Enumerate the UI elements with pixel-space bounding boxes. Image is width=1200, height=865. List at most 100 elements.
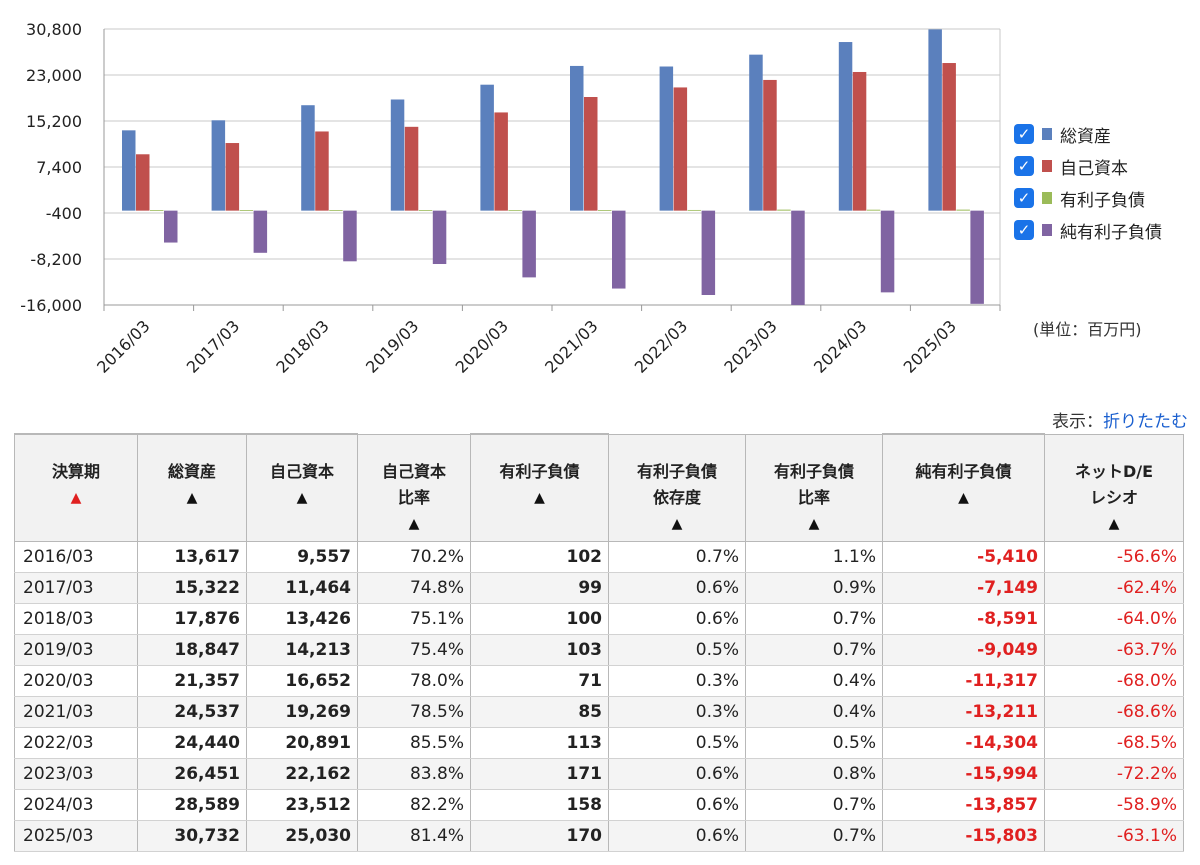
bar-2: [404, 126, 419, 211]
legend-item-total-assets[interactable]: ✓ 総資産: [1014, 118, 1162, 150]
legend-swatch: [1042, 160, 1052, 172]
sort-icon[interactable]: ▲: [408, 515, 420, 532]
collapse-link[interactable]: 折りたたむ: [1103, 412, 1188, 432]
bar-4: [791, 210, 805, 305]
checkbox-icon[interactable]: ✓: [1014, 188, 1034, 208]
cell-debt-ratio: 0.8%: [745, 758, 883, 790]
sort-icon[interactable]: ▲: [671, 515, 683, 532]
cell-period: 2022/03: [14, 727, 138, 759]
bar-1: [838, 42, 853, 211]
y-tick-label: 30,800: [26, 20, 82, 39]
cell-debt: 100: [470, 603, 609, 635]
header-net-de-ratio[interactable]: ネットD/E レシオ ▲: [1044, 433, 1184, 542]
legend-label: 有利子負債: [1060, 190, 1145, 211]
legend-label: 総資産: [1060, 126, 1111, 147]
sort-icon[interactable]: ▲: [186, 490, 198, 506]
cell-equity-ratio: 78.0%: [357, 665, 471, 697]
sort-icon[interactable]: ▲: [808, 515, 820, 532]
cell-total-assets: 24,440: [137, 727, 247, 759]
cell-debt: 171: [470, 758, 609, 790]
cell-equity-ratio: 70.2%: [357, 541, 471, 573]
cell-net-de-ratio: -56.6%: [1044, 541, 1184, 573]
cell-total-assets: 28,589: [137, 789, 247, 821]
checkbox-icon[interactable]: ✓: [1014, 220, 1034, 240]
cell-debt: 170: [470, 820, 609, 852]
header-interest-bearing-debt[interactable]: 有利子負債 ▲: [470, 433, 609, 542]
cell-debt: 102: [470, 541, 609, 573]
y-tick-label: 23,000: [26, 66, 82, 85]
x-tick-label: 2023/03: [720, 316, 780, 376]
cell-debt-dependency: 0.6%: [608, 572, 746, 604]
display-prefix: 表示：: [1052, 412, 1103, 432]
sort-icon[interactable]: ▲: [296, 490, 308, 506]
x-tick-label: 2017/03: [183, 316, 243, 376]
cell-equity-ratio: 78.5%: [357, 696, 471, 728]
sort-asc-icon[interactable]: ▲: [70, 490, 82, 506]
table-row: 2024/03 28,589 23,512 82.2% 158 0.6% 0.7% -13,8…: [14, 789, 1184, 821]
x-tick-label: 2024/03: [810, 316, 870, 376]
cell-period: 2021/03: [14, 696, 138, 728]
header-fiscal-period[interactable]: 決算期 ▲: [14, 433, 138, 542]
cell-equity: 11,464: [246, 572, 358, 604]
cell-debt-dependency: 0.3%: [608, 665, 746, 697]
bar-4: [253, 210, 268, 253]
display-toggle: 表示：折りたたむ: [1052, 407, 1188, 432]
cell-equity-ratio: 82.2%: [357, 789, 471, 821]
cell-net-de-ratio: -63.1%: [1044, 820, 1184, 852]
cell-equity: 16,652: [246, 665, 358, 697]
sort-icon[interactable]: ▲: [534, 490, 545, 506]
bar-4: [701, 210, 716, 295]
checkbox-icon[interactable]: ✓: [1014, 156, 1034, 176]
y-tick-label: -16,000: [20, 296, 82, 315]
cell-debt: 103: [470, 634, 609, 666]
bar-1: [211, 120, 226, 211]
x-tick-label: 2022/03: [631, 316, 691, 376]
cell-debt-dependency: 0.5%: [608, 634, 746, 666]
bar-3: [777, 209, 791, 211]
bar-4: [880, 210, 895, 293]
legend-item-equity[interactable]: ✓ 自己資本: [1014, 150, 1162, 182]
header-debt-dependency[interactable]: 有利子負債 依存度 ▲: [608, 433, 746, 542]
sort-icon[interactable]: ▲: [958, 490, 969, 506]
cell-net-de-ratio: -68.6%: [1044, 696, 1184, 728]
bar-4: [164, 210, 178, 243]
cell-debt-dependency: 0.3%: [608, 696, 746, 728]
legend-label: 純有利子負債: [1060, 222, 1162, 243]
bar-4: [970, 210, 984, 304]
table-row: 2022/03 24,440 20,891 85.5% 113 0.5% 0.5% -14,3…: [14, 727, 1184, 759]
cell-total-assets: 13,617: [137, 541, 247, 573]
bar-2: [584, 97, 598, 211]
header-total-assets[interactable]: 総資産 ▲: [137, 433, 247, 542]
header-net-interest-bearing-debt[interactable]: 純有利子負債 ▲: [882, 433, 1045, 542]
table-row: 2017/03 15,322 11,464 74.8% 99 0.6% 0.9% -7,149…: [14, 572, 1184, 604]
header-debt-ratio[interactable]: 有利子負債 比率 ▲: [745, 433, 883, 542]
y-tick-label: -8,200: [30, 250, 82, 269]
legend-item-interest-bearing-debt[interactable]: ✓ 有利子負債: [1014, 182, 1162, 214]
cell-equity: 14,213: [246, 634, 358, 666]
cell-period: 2023/03: [14, 758, 138, 790]
cell-net-debt: -15,994: [882, 758, 1045, 790]
header-equity-ratio[interactable]: 自己資本 比率 ▲: [357, 433, 471, 542]
cell-total-assets: 17,876: [137, 603, 247, 635]
bar-3: [239, 210, 254, 211]
cell-period: 2018/03: [14, 603, 138, 635]
cell-net-de-ratio: -68.5%: [1044, 727, 1184, 759]
cell-equity: 23,512: [246, 789, 358, 821]
x-tick-label: 2018/03: [272, 316, 332, 376]
legend-item-net-interest-bearing-debt[interactable]: ✓ 純有利子負債: [1014, 214, 1162, 246]
bar-2: [852, 71, 867, 211]
table-row: 2025/03 30,732 25,030 81.4% 170 0.6% 0.7% -15,8…: [14, 820, 1184, 852]
sort-icon[interactable]: ▲: [1108, 515, 1120, 532]
header-equity[interactable]: 自己資本 ▲: [246, 433, 358, 542]
bar-3: [508, 210, 522, 212]
table-row: 2023/03 26,451 22,162 83.8% 171 0.6% 0.8% -15,9…: [14, 758, 1184, 790]
cell-debt-dependency: 0.7%: [608, 541, 746, 573]
x-tick-label: 2019/03: [362, 316, 422, 376]
cell-total-assets: 18,847: [137, 634, 247, 666]
table-row: 2021/03 24,537 19,269 78.5% 85 0.3% 0.4% -13,21…: [14, 696, 1184, 728]
chart-legend: ✓ 総資産 ✓ 自己資本 ✓ 有利子負債 ✓ 純有利子負債: [1014, 118, 1162, 246]
checkbox-icon[interactable]: ✓: [1014, 124, 1034, 144]
cell-total-assets: 24,537: [137, 696, 247, 728]
cell-equity-ratio: 85.5%: [357, 727, 471, 759]
cell-equity: 20,891: [246, 727, 358, 759]
